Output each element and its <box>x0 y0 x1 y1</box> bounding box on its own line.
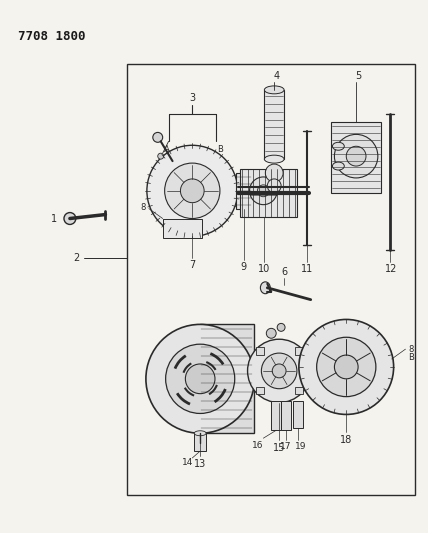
Text: 4: 4 <box>273 71 279 81</box>
Bar <box>163 219 202 238</box>
Text: 7: 7 <box>189 260 196 270</box>
Text: 10: 10 <box>258 264 270 274</box>
Ellipse shape <box>333 162 344 170</box>
Text: 11: 11 <box>300 264 313 274</box>
Circle shape <box>147 146 238 236</box>
Circle shape <box>257 185 269 197</box>
Text: 19: 19 <box>295 442 306 450</box>
Text: 16: 16 <box>252 441 263 450</box>
Text: 2: 2 <box>74 253 80 263</box>
Ellipse shape <box>194 431 206 435</box>
Circle shape <box>272 364 286 378</box>
Text: 5: 5 <box>355 71 361 81</box>
Ellipse shape <box>260 282 270 294</box>
Bar <box>295 348 303 356</box>
Text: 9: 9 <box>241 262 247 272</box>
Text: 18: 18 <box>340 435 352 445</box>
Ellipse shape <box>265 155 284 163</box>
Circle shape <box>146 325 255 433</box>
Text: 13: 13 <box>194 459 206 469</box>
Circle shape <box>250 177 277 205</box>
Circle shape <box>153 132 163 142</box>
Bar <box>271 401 281 430</box>
Circle shape <box>196 441 204 449</box>
Bar <box>295 386 303 394</box>
Circle shape <box>262 353 297 389</box>
Ellipse shape <box>333 142 344 150</box>
Bar <box>265 90 284 159</box>
Circle shape <box>334 134 378 178</box>
Bar <box>281 401 291 430</box>
Ellipse shape <box>265 86 284 94</box>
Text: 6: 6 <box>281 267 287 277</box>
Circle shape <box>346 146 366 166</box>
Circle shape <box>158 153 163 159</box>
Text: 12: 12 <box>384 264 397 274</box>
Circle shape <box>268 179 281 193</box>
Circle shape <box>277 324 285 332</box>
Text: 1: 1 <box>51 214 57 223</box>
Circle shape <box>166 344 235 414</box>
Circle shape <box>334 355 358 379</box>
Bar <box>331 122 381 193</box>
Text: B: B <box>217 145 223 154</box>
Circle shape <box>317 337 376 397</box>
Circle shape <box>247 339 311 402</box>
Circle shape <box>185 364 215 394</box>
Bar <box>256 386 264 394</box>
Text: 8: 8 <box>140 203 146 212</box>
Circle shape <box>64 213 76 224</box>
Text: 7708 1800: 7708 1800 <box>18 30 85 44</box>
Text: 3: 3 <box>189 93 195 103</box>
Text: 8: 8 <box>409 345 414 353</box>
Circle shape <box>165 163 220 219</box>
Circle shape <box>265 164 283 182</box>
Text: 15: 15 <box>273 443 285 453</box>
Circle shape <box>299 319 394 415</box>
Circle shape <box>266 328 276 338</box>
Bar <box>240 169 297 216</box>
Text: 17: 17 <box>280 442 292 450</box>
Bar <box>194 433 206 451</box>
Bar <box>127 64 415 495</box>
Circle shape <box>181 179 204 203</box>
Bar <box>236 173 252 208</box>
Text: B: B <box>408 352 414 361</box>
Bar <box>256 348 264 356</box>
Text: A: A <box>164 145 169 154</box>
Text: 14: 14 <box>181 458 193 467</box>
Bar <box>200 325 255 433</box>
Bar <box>293 401 303 429</box>
